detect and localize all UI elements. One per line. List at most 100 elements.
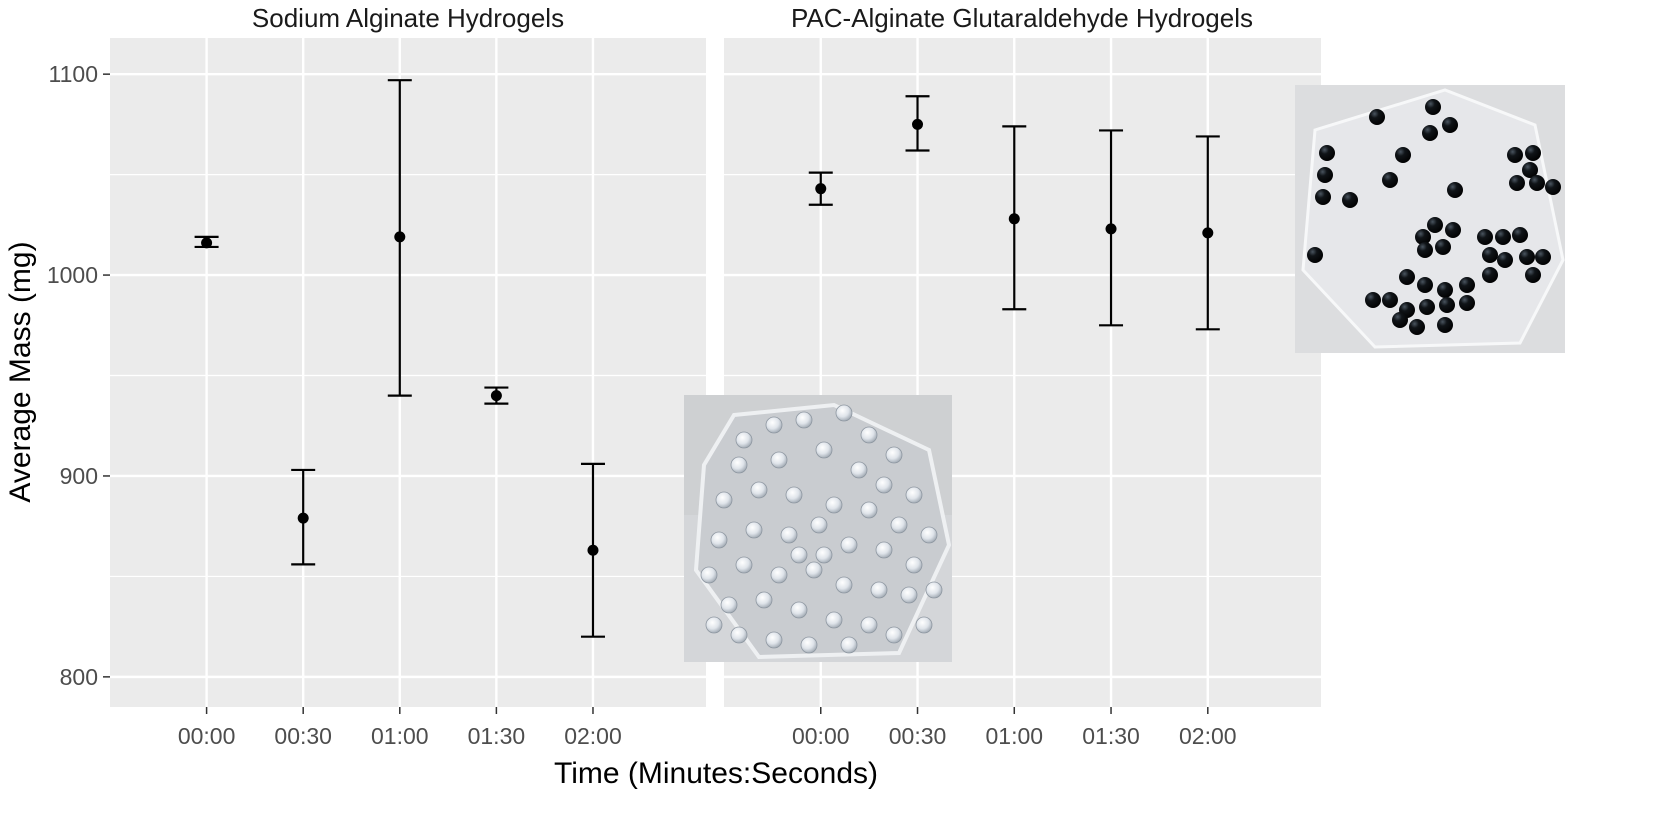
black-hydrogel-beads-photo [1295, 85, 1565, 353]
black-bead [1419, 299, 1435, 315]
x-tick-label: 00:00 [792, 723, 850, 749]
y-tick-label: 1100 [49, 61, 98, 87]
clear-bead [860, 616, 878, 634]
clear-bead [925, 581, 943, 599]
clear-bead [885, 626, 903, 644]
black-beads [1307, 99, 1561, 335]
black-bead [1497, 252, 1513, 268]
y-axis-title: Average Mass (mg) [4, 241, 37, 502]
errorbar-00-00 [808, 171, 833, 206]
black-bead [1519, 249, 1535, 265]
panel-background [110, 38, 706, 707]
clear-bead [780, 526, 798, 544]
x-tick-label: 00:30 [274, 723, 332, 749]
black-bead [1445, 222, 1461, 238]
clear-bead [765, 631, 783, 649]
mean-point [297, 512, 309, 524]
clear-bead [900, 586, 918, 604]
clear-bead [860, 501, 878, 519]
x-tick-label: 02:00 [564, 723, 622, 749]
x-tick-label: 01:30 [1082, 723, 1140, 749]
black-bead [1315, 189, 1331, 205]
black-bead [1365, 292, 1381, 308]
clear-bead [765, 416, 783, 434]
panel-marks [808, 95, 1220, 331]
mean-point [587, 544, 599, 556]
black-bead [1417, 242, 1433, 258]
panel-grid [110, 38, 706, 707]
black-bead [1459, 295, 1475, 311]
clear-bead [720, 596, 738, 614]
clear-bead [715, 491, 733, 509]
black-bead [1427, 217, 1443, 233]
clear-bead [735, 431, 753, 449]
black-bead [1525, 267, 1541, 283]
clear-bead [745, 521, 763, 539]
clear-bead [840, 536, 858, 554]
clear-bead [795, 411, 813, 429]
errorbar-02-00 [580, 462, 605, 638]
black-bead [1545, 179, 1561, 195]
errorbar-01-00 [387, 79, 412, 397]
clear-bead [730, 626, 748, 644]
clear-bead [800, 636, 818, 654]
panel-title: PAC-Alginate Glutaraldehyde Hydrogels [791, 3, 1253, 33]
black-bead [1525, 145, 1541, 161]
clear-bead [915, 616, 933, 634]
black-bead [1437, 282, 1453, 298]
panel-marks [194, 79, 605, 638]
mean-point [490, 390, 502, 402]
clear-bead [785, 486, 803, 504]
clear-bead [735, 556, 753, 574]
black-bead [1437, 317, 1453, 333]
clear-bead [835, 576, 853, 594]
clear-beads [700, 404, 943, 654]
clear-bead [810, 516, 828, 534]
mean-point [1202, 227, 1214, 239]
mean-point [1105, 223, 1117, 235]
clear-bead [770, 566, 788, 584]
clear-bead [905, 486, 923, 504]
clear-bead [790, 601, 808, 619]
black-bead [1509, 175, 1525, 191]
black-bead [1415, 229, 1431, 245]
clear-bead [840, 636, 858, 654]
black-bead [1535, 249, 1551, 265]
clear-bead [875, 541, 893, 559]
black-bead [1425, 99, 1441, 115]
clear-bead [875, 476, 893, 494]
y-tick-label: 1000 [47, 262, 98, 288]
errorbar-01-00 [1002, 125, 1027, 311]
black-bead [1395, 147, 1411, 163]
x-tick-label: 00:30 [889, 723, 947, 749]
clear-hydrogel-beads-photo [684, 395, 952, 662]
black-bead [1529, 175, 1545, 191]
clear-bead [920, 526, 938, 544]
black-bead [1495, 229, 1511, 245]
black-bead [1459, 277, 1475, 293]
clear-bead [755, 591, 773, 609]
clear-bead [850, 461, 868, 479]
x-tick-label: 01:00 [985, 723, 1043, 749]
errorbar-02-00 [1195, 135, 1220, 331]
clear-bead [885, 446, 903, 464]
x-axis-title: Time (Minutes:Seconds) [554, 757, 878, 790]
clear-bead [815, 546, 833, 564]
x-tick-label: 00:00 [178, 723, 236, 749]
clear-bead [825, 611, 843, 629]
clear-bead [750, 481, 768, 499]
x-tick-label: 01:30 [468, 723, 526, 749]
errorbar-00-00 [194, 235, 219, 249]
clear-bead [705, 616, 723, 634]
x-tick-label: 01:00 [371, 723, 429, 749]
black-bead [1442, 117, 1458, 133]
black-bead [1392, 312, 1408, 328]
black-bead [1342, 192, 1358, 208]
x-axis: 00:00 00:30 01:00 01:30 02:00 00:00 00:30 01:00… [178, 707, 1237, 749]
panel-title: Sodium Alginate Hydrogels [252, 3, 564, 33]
mean-point [912, 118, 924, 130]
clear-bead [790, 546, 808, 564]
black-bead [1447, 182, 1463, 198]
errorbar-00-30 [905, 95, 930, 152]
